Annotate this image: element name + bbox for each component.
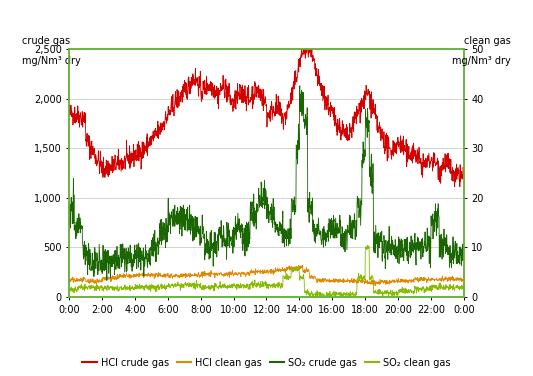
Text: mg/Nm³ dry: mg/Nm³ dry	[453, 56, 511, 66]
Text: clean gas: clean gas	[464, 36, 511, 46]
Text: crude gas: crude gas	[22, 36, 70, 46]
Legend: HCl crude gas, HCl clean gas, SO₂ crude gas, SO₂ clean gas: HCl crude gas, HCl clean gas, SO₂ crude …	[78, 354, 455, 371]
Text: mg/Nm³ dry: mg/Nm³ dry	[22, 56, 80, 66]
